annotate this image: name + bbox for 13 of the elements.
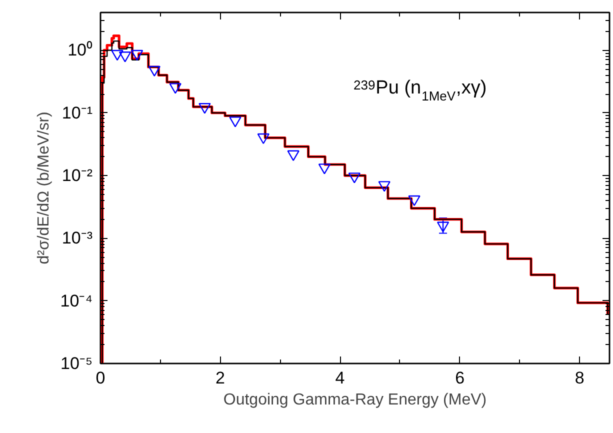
y-tick-label: 10⁻¹ [62, 103, 93, 122]
y-tick-label: 10⁻⁵ [60, 354, 93, 373]
x-tick-label: 6 [455, 368, 465, 388]
y-tick-label: 10⁻⁴ [60, 291, 93, 310]
x-axis-title: Outgoing Gamma-Ray Energy (MeV) [223, 392, 487, 408]
y-tick-label: 10⁰ [68, 40, 93, 60]
x-tick-label: 0 [96, 368, 106, 388]
x-tick-label: 8 [574, 368, 584, 388]
y-tick-label: 10⁻³ [62, 228, 93, 248]
y-tick-label: 10⁻² [62, 166, 93, 186]
x-tick-label: 4 [335, 368, 345, 388]
x-tick-label: 2 [216, 368, 226, 388]
y-axis-title: d²σ/dE/dΩ (b/MeV/sr) [35, 112, 52, 264]
